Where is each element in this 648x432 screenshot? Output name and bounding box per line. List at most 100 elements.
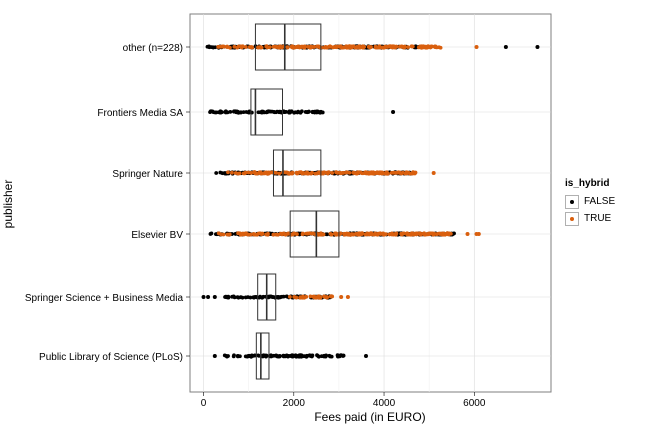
- data-point: [303, 110, 308, 114]
- data-point: [285, 45, 290, 50]
- data-point: [291, 231, 296, 236]
- box-iqr: [255, 332, 270, 380]
- data-point: [403, 171, 408, 176]
- data-point: [334, 170, 339, 175]
- data-point: [330, 171, 335, 175]
- legend-item-true: TRUE: [565, 210, 640, 227]
- data-point: [231, 294, 236, 299]
- data-point: [247, 45, 252, 49]
- data-point: [325, 171, 330, 176]
- legend-dot-true: [570, 216, 574, 221]
- y-tick-label: Public Library of Science (PLoS): [39, 352, 183, 363]
- data-point: [344, 44, 349, 49]
- data-point: [334, 44, 339, 49]
- box-group: [272, 149, 322, 197]
- outlier-point: [212, 295, 217, 299]
- data-point: [299, 354, 304, 359]
- data-point: [249, 353, 254, 358]
- box-iqr: [254, 23, 322, 71]
- data-point: [400, 44, 405, 49]
- data-point: [420, 44, 425, 49]
- data-point: [346, 231, 351, 236]
- y-tick-label: Springer Nature: [112, 169, 183, 180]
- x-tick-label: 6000: [463, 398, 486, 409]
- data-point: [336, 354, 340, 359]
- data-point: [239, 231, 244, 236]
- data-point: [399, 171, 404, 176]
- data-point: [232, 44, 237, 49]
- box-group: [255, 332, 270, 380]
- outlier-point: [339, 295, 344, 299]
- data-point: [256, 353, 261, 358]
- legend-key-false: [565, 194, 579, 209]
- data-point: [304, 231, 309, 236]
- data-point: [235, 45, 240, 50]
- data-point: [241, 171, 246, 176]
- data-point: [341, 353, 346, 358]
- box-iqr: [250, 88, 284, 136]
- data-point: [375, 170, 380, 175]
- data-point: [310, 170, 314, 175]
- y-tick-label: Elsevier BV: [131, 230, 183, 241]
- data-point: [211, 110, 216, 115]
- data-point: [373, 231, 378, 236]
- data-point: [295, 45, 299, 50]
- data-point: [302, 354, 307, 359]
- data-point: [330, 294, 335, 299]
- data-point: [211, 45, 216, 50]
- data-point: [259, 110, 264, 115]
- plot-panel: [189, 13, 552, 393]
- box-group: [250, 88, 284, 136]
- data-point: [304, 294, 309, 299]
- data-point: [208, 232, 213, 236]
- data-point: [216, 110, 221, 115]
- legend-item-false: FALSE: [565, 193, 640, 210]
- legend-label-false: FALSE: [584, 196, 616, 207]
- outlier-point: [474, 45, 479, 49]
- data-point: [288, 295, 292, 299]
- data-point: [257, 295, 262, 300]
- outlier-point: [535, 45, 540, 49]
- data-point: [345, 170, 349, 175]
- data-point: [225, 354, 229, 359]
- data-point: [308, 294, 313, 299]
- y-tick-label: other (n=228): [123, 43, 183, 54]
- data-point: [290, 45, 295, 50]
- data-points: [201, 44, 540, 359]
- x-tick-labels: 0 2000 4000 6000: [201, 392, 486, 409]
- box-iqr: [272, 149, 322, 197]
- data-point: [226, 170, 230, 175]
- data-point: [276, 354, 281, 359]
- data-point: [424, 45, 428, 50]
- data-point: [361, 45, 366, 50]
- data-point: [265, 110, 270, 114]
- data-point: [316, 354, 321, 359]
- data-point: [287, 171, 291, 176]
- box-iqr: [289, 210, 340, 258]
- data-point: [342, 231, 347, 236]
- outlier-point: [503, 45, 508, 49]
- data-point: [249, 171, 253, 175]
- data-point: [310, 231, 315, 236]
- data-point: [411, 232, 416, 237]
- x-axis-title: Fees paid (in EURO): [314, 410, 425, 424]
- data-point: [434, 45, 439, 50]
- data-point: [298, 170, 303, 175]
- outlier-point: [201, 295, 206, 299]
- legend: is_hybrid FALSE TRUE: [565, 178, 640, 227]
- data-point: [379, 170, 384, 175]
- box-group: [257, 273, 277, 321]
- x-tick-label: 2000: [283, 398, 306, 409]
- data-point: [252, 353, 257, 358]
- data-point: [347, 44, 352, 49]
- x-tick-label: 0: [201, 398, 207, 409]
- data-point: [338, 170, 342, 175]
- outlier-point: [431, 171, 436, 175]
- data-point: [351, 232, 356, 237]
- box-group: [254, 23, 322, 71]
- data-point: [278, 44, 283, 49]
- data-point: [299, 44, 304, 49]
- data-point: [429, 231, 434, 236]
- data-point: [280, 232, 284, 237]
- data-point: [295, 354, 300, 359]
